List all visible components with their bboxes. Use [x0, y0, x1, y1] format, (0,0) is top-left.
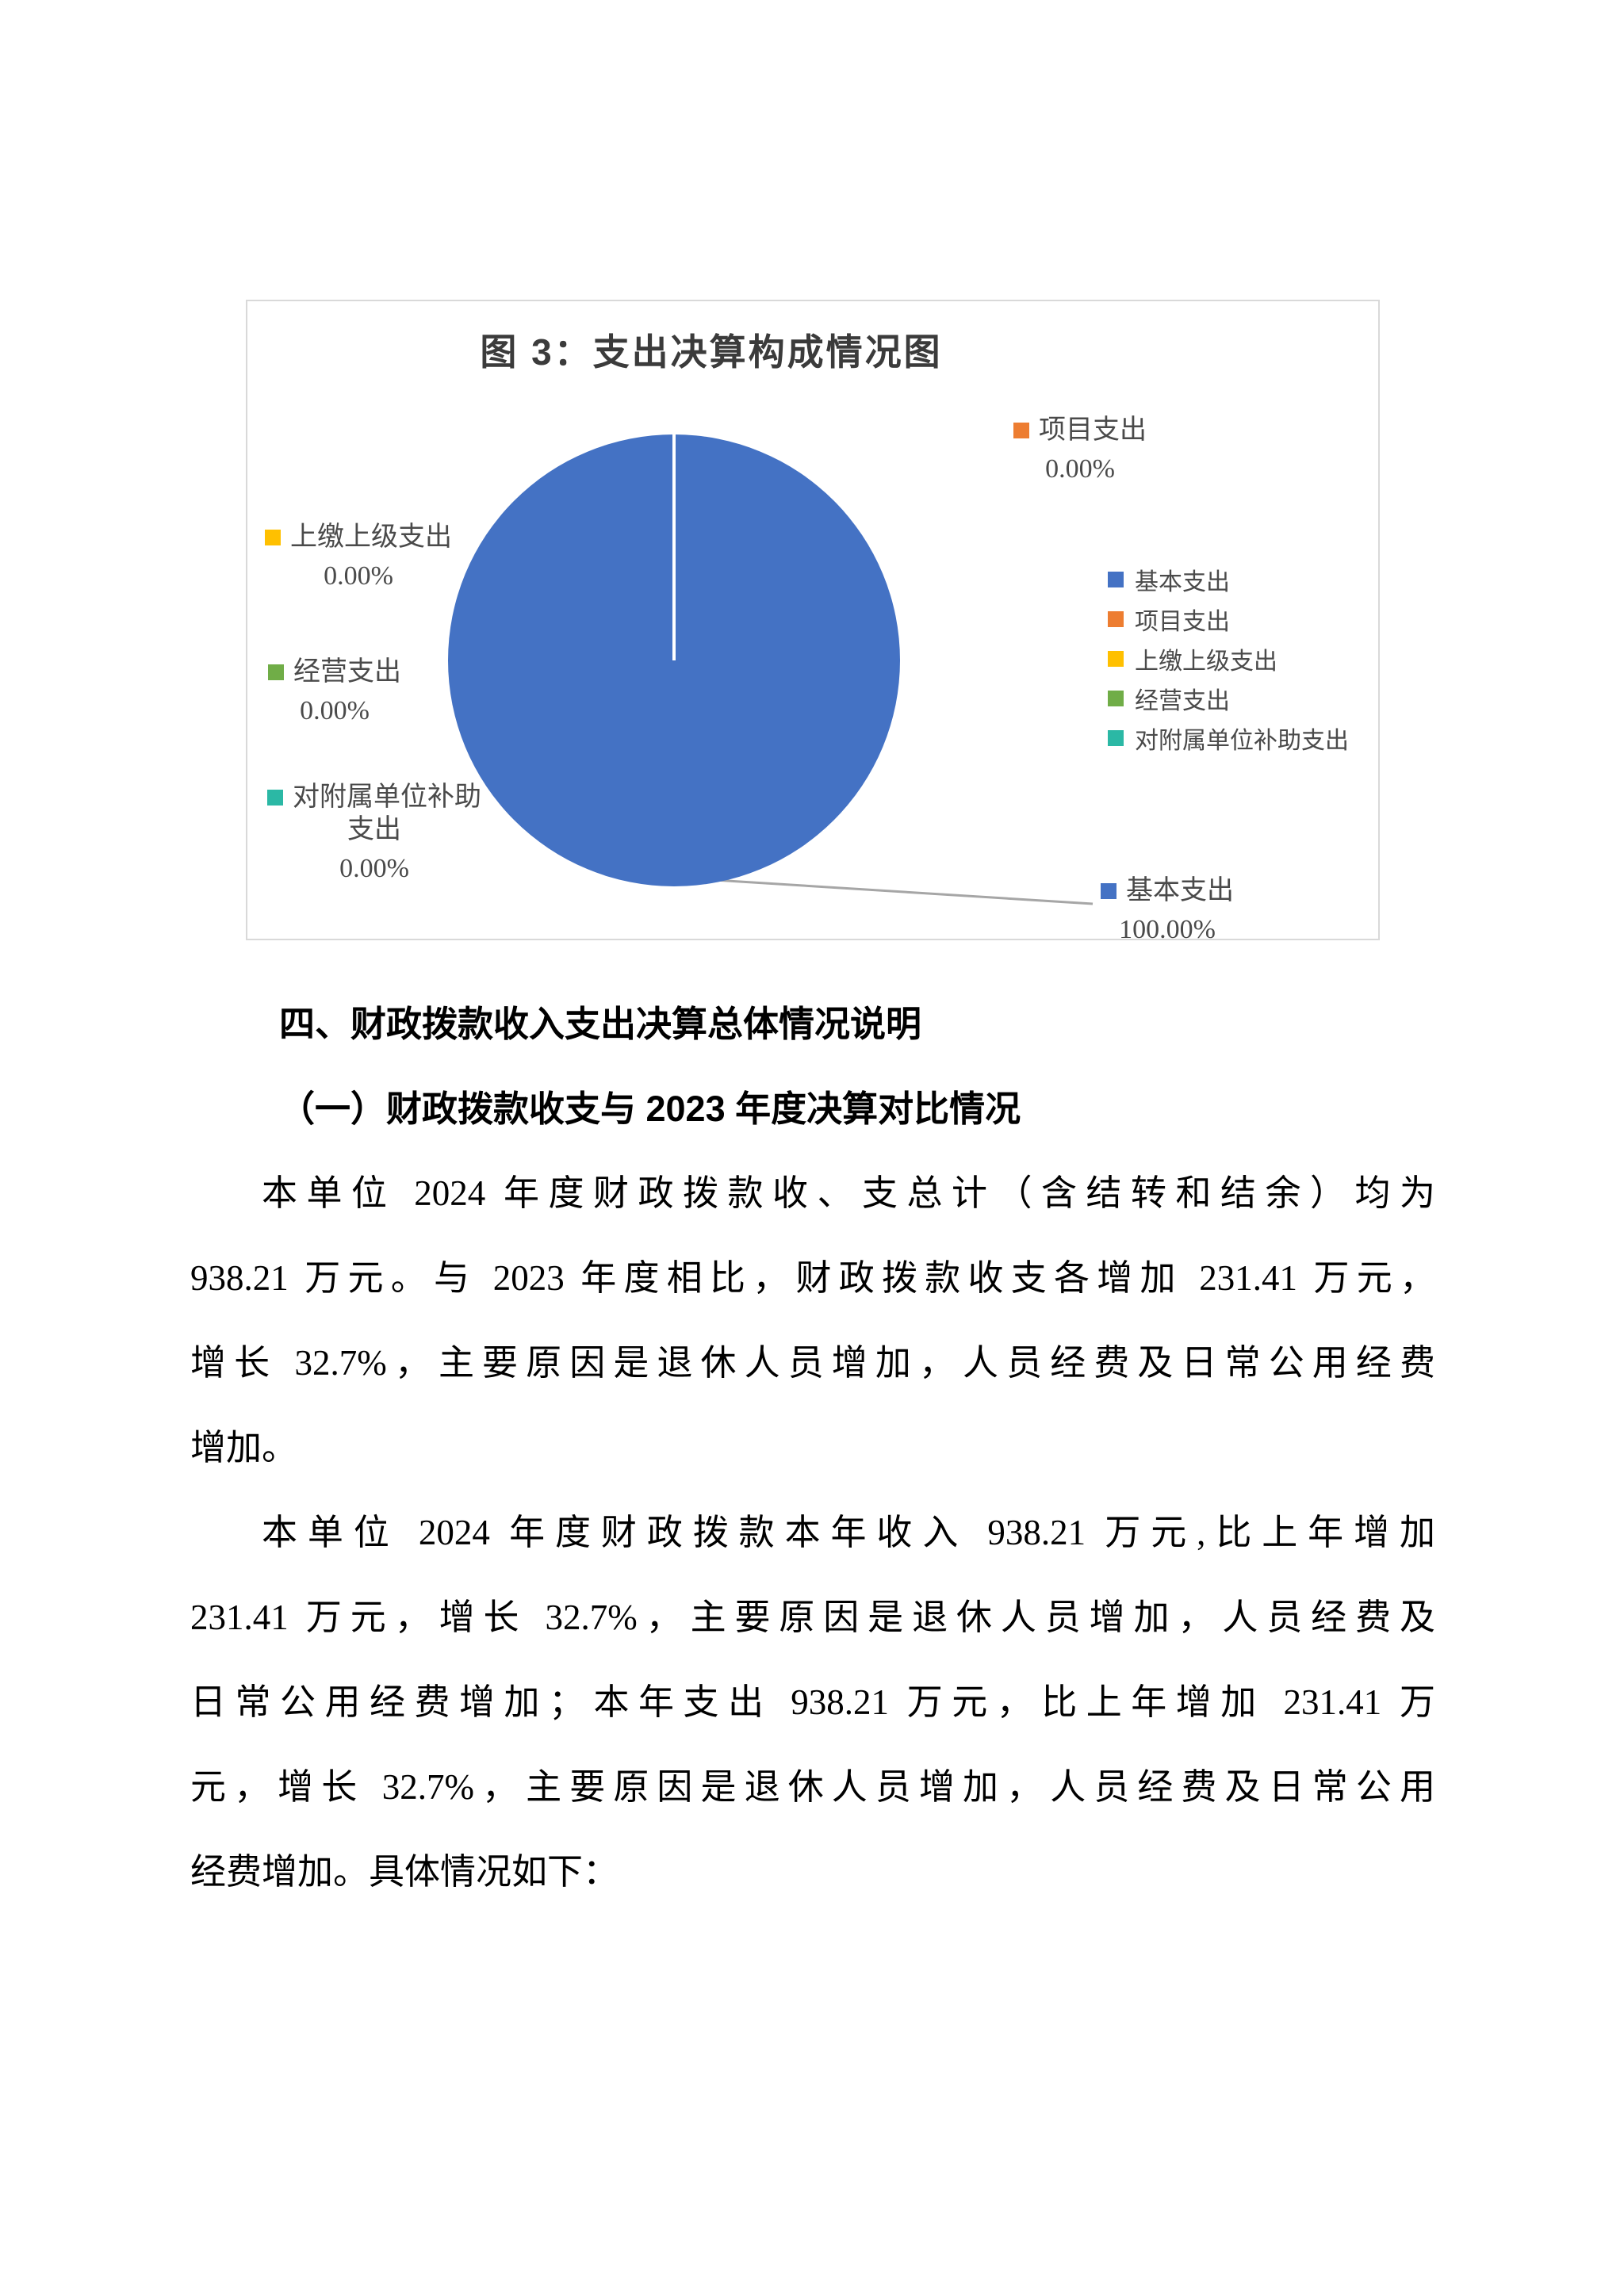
legend-swatch-operating: [1108, 691, 1124, 706]
legend-item-basic: 基本支出: [1108, 560, 1349, 599]
callout-value: 0.00%: [324, 561, 393, 591]
callout-value: 100.00%: [1119, 914, 1216, 944]
chart-legend: 基本支出 项目支出 上缴上级支出 经营支出 对附属单位补助支出: [1108, 560, 1349, 758]
legend-label: 基本支出: [1135, 569, 1230, 595]
callout-swatch-upper: [265, 530, 281, 546]
legend-swatch-project: [1108, 611, 1124, 627]
callout-label: 基本支出: [1126, 876, 1234, 905]
callout-subsidy-expenditure: 对附属单位补助 支出 0.00%: [255, 782, 493, 885]
legend-label: 上缴上级支出: [1135, 649, 1277, 675]
paragraph1-line4: 增加。: [190, 1428, 298, 1468]
callout-label-line2: 支出: [347, 814, 401, 844]
chart-title: 图 3：支出决算构成情况图: [480, 331, 943, 373]
legend-swatch-upper: [1108, 651, 1124, 667]
callout-upper-level-expenditure: 上缴上级支出 0.00%: [255, 522, 462, 593]
callout-swatch-project: [1013, 423, 1029, 439]
pie-chart: [448, 434, 1094, 905]
paragraph2-line2: 231.41 万元，增长 32.7%，主要原因是退休人员增加，人员经费及: [190, 1598, 1435, 1637]
callout-value: 0.00%: [300, 695, 370, 725]
legend-swatch-subsidy: [1108, 730, 1124, 746]
callout-label: 项目支出: [1039, 415, 1147, 445]
legend-item-upper: 上缴上级支出: [1108, 639, 1349, 679]
callout-basic-expenditure: 基本支出 100.00%: [1072, 875, 1262, 947]
paragraph2-line1: 本单位 2024 年度财政拨款本年收入 938.21 万元,比上年增加: [262, 1513, 1435, 1552]
chart-figure: 图 3：支出决算构成情况图 项目支出 0.00% 上缴上级支出 0.00%: [246, 300, 1380, 944]
callout-label: 经营支出: [293, 657, 401, 687]
paragraph1-line2: 938.21 万元。与 2023 年度相比，财政拨款收支各增加 231.41 万…: [190, 1258, 1435, 1298]
legend-item-project: 项目支出: [1108, 599, 1349, 639]
leader-line: [689, 877, 1094, 905]
paragraph2-line3: 日常公用经费增加；本年支出 938.21 万元，比上年增加 231.41 万: [190, 1682, 1435, 1722]
legend-label: 对附属单位补助支出: [1135, 728, 1349, 754]
legend-item-subsidy: 对附属单位补助支出: [1108, 718, 1349, 758]
callout-label: 对附属单位补助: [293, 783, 481, 812]
callout-swatch-subsidy: [267, 790, 283, 806]
callout-project-expenditure: 项目支出 0.00%: [985, 415, 1175, 486]
legend-label: 项目支出: [1135, 609, 1230, 635]
paragraph1-line1: 本单位 2024 年度财政拨款收、支总计（含结转和结余）均为: [262, 1173, 1435, 1213]
legend-swatch-basic: [1108, 572, 1124, 587]
paragraph2-line4: 元，增长 32.7%，主要原因是退休人员增加，人员经费及日常公用: [190, 1767, 1435, 1807]
callout-value: 0.00%: [1045, 453, 1115, 484]
subsection-heading-1: （一）财政拨款收支与 2023 年度决算对比情况: [279, 1089, 1021, 1129]
legend-item-operating: 经营支出: [1108, 679, 1349, 718]
callout-swatch-operating: [268, 664, 284, 681]
document-body: 四、财政拨款收入支出决算总体情况说明 （一）财政拨款收支与 2023 年度决算对…: [190, 982, 1435, 1915]
callout-operating-expenditure: 经营支出 0.00%: [255, 656, 414, 728]
paragraph1-line3: 增长 32.7%，主要原因是退休人员增加，人员经费及日常公用经费: [190, 1343, 1435, 1383]
legend-label: 经营支出: [1135, 688, 1230, 714]
paragraph2-line5: 经费增加。具体情况如下：: [190, 1852, 619, 1892]
section-heading-4: 四、财政拨款收入支出决算总体情况说明: [279, 1004, 922, 1044]
callout-swatch-basic: [1101, 883, 1116, 900]
callout-value: 0.00%: [339, 853, 409, 883]
callout-label: 上缴上级支出: [290, 522, 452, 552]
